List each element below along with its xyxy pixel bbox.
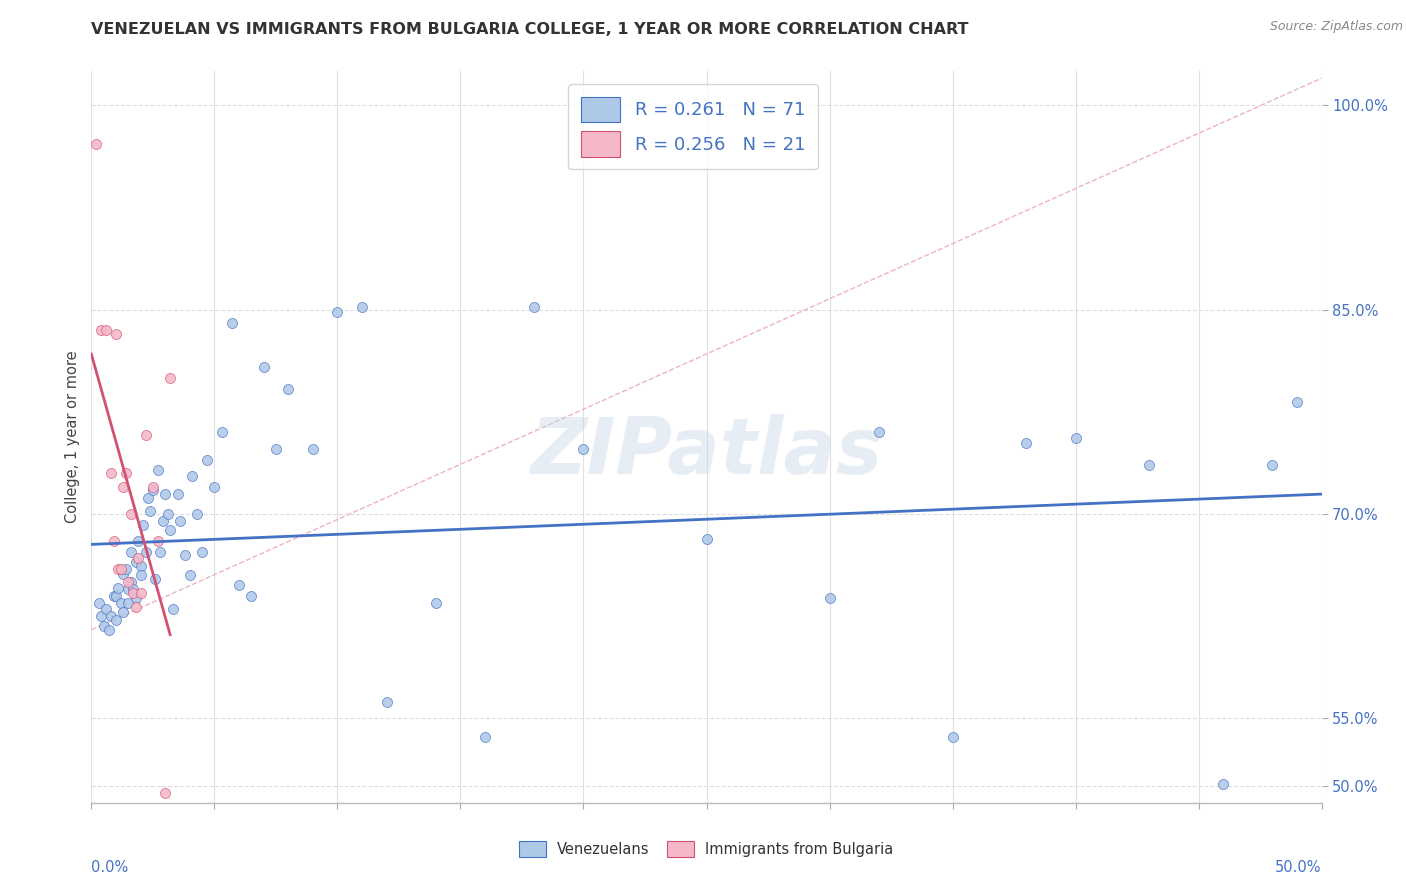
Point xyxy=(326,305,349,319)
Point xyxy=(186,507,208,521)
Point xyxy=(105,589,127,603)
Point xyxy=(90,609,112,624)
Point xyxy=(142,480,165,494)
Point xyxy=(153,786,177,800)
Point xyxy=(145,573,166,587)
Point xyxy=(146,534,169,549)
Point xyxy=(159,371,181,385)
Point xyxy=(110,561,132,575)
Point xyxy=(86,136,108,151)
Point xyxy=(96,323,117,337)
Point xyxy=(221,316,243,330)
Point xyxy=(90,323,112,337)
Point xyxy=(1015,436,1038,450)
Point xyxy=(110,596,132,610)
Point xyxy=(112,480,135,494)
Text: 50.0%: 50.0% xyxy=(1275,860,1322,875)
Point xyxy=(103,534,125,549)
Point xyxy=(1064,431,1087,445)
Text: 0.0%: 0.0% xyxy=(91,860,128,875)
Point xyxy=(166,486,188,500)
Point xyxy=(93,618,115,632)
Text: VENEZUELAN VS IMMIGRANTS FROM BULGARIA COLLEGE, 1 YEAR OR MORE CORRELATION CHART: VENEZUELAN VS IMMIGRANTS FROM BULGARIA C… xyxy=(91,22,969,37)
Point xyxy=(301,442,323,456)
Text: ZIPatlas: ZIPatlas xyxy=(530,414,883,490)
Point xyxy=(107,561,129,575)
Point xyxy=(124,555,146,569)
Point xyxy=(117,582,139,596)
Point xyxy=(139,504,162,518)
Point xyxy=(135,428,156,442)
Legend: Venezuelans, Immigrants from Bulgaria: Venezuelans, Immigrants from Bulgaria xyxy=(513,835,900,863)
Point xyxy=(191,545,214,559)
Point xyxy=(97,623,120,637)
Point xyxy=(425,596,447,610)
Point xyxy=(572,442,595,456)
Point xyxy=(136,491,159,505)
Point xyxy=(277,382,299,396)
Point xyxy=(127,534,149,549)
Point xyxy=(120,507,142,521)
Point xyxy=(695,532,717,546)
Point xyxy=(474,731,496,745)
Point xyxy=(142,483,165,497)
Point xyxy=(120,575,142,590)
Point xyxy=(87,596,110,610)
Point xyxy=(202,480,225,494)
Point xyxy=(146,463,169,477)
Point xyxy=(112,566,135,581)
Point xyxy=(868,425,890,440)
Point xyxy=(105,327,127,342)
Point xyxy=(179,568,201,582)
Point xyxy=(100,466,122,480)
Point xyxy=(127,550,149,565)
Point xyxy=(122,586,145,600)
Point xyxy=(129,586,152,600)
Point xyxy=(228,578,250,592)
Point xyxy=(120,545,142,559)
Point xyxy=(253,359,276,374)
Point xyxy=(124,591,146,606)
Point xyxy=(264,442,287,456)
Point xyxy=(129,568,152,582)
Point xyxy=(152,514,174,528)
Point xyxy=(240,589,263,603)
Point xyxy=(124,599,146,614)
Point xyxy=(100,609,122,624)
Point xyxy=(523,300,546,314)
Point xyxy=(1139,458,1161,472)
Point xyxy=(153,486,177,500)
Point xyxy=(149,545,172,559)
Point xyxy=(103,589,125,603)
Point xyxy=(941,731,963,745)
Point xyxy=(181,469,204,483)
Point xyxy=(156,507,179,521)
Point xyxy=(135,545,156,559)
Point xyxy=(117,575,139,590)
Point xyxy=(122,582,145,596)
Point xyxy=(162,602,184,616)
Point xyxy=(117,596,139,610)
Point xyxy=(352,300,374,314)
Point xyxy=(1285,395,1308,409)
Point xyxy=(132,517,155,532)
Point xyxy=(96,602,117,616)
Point xyxy=(114,466,138,480)
Text: Source: ZipAtlas.com: Source: ZipAtlas.com xyxy=(1270,20,1403,33)
Point xyxy=(174,548,197,562)
Point xyxy=(114,561,138,575)
Point xyxy=(1212,777,1234,791)
Point xyxy=(375,695,398,709)
Point xyxy=(211,425,233,440)
Y-axis label: College, 1 year or more: College, 1 year or more xyxy=(65,351,80,524)
Point xyxy=(195,452,218,467)
Point xyxy=(818,591,841,606)
Point xyxy=(129,558,152,573)
Point xyxy=(107,581,129,595)
Point xyxy=(105,613,127,627)
Point xyxy=(159,524,181,538)
Point xyxy=(112,605,135,619)
Point xyxy=(1261,458,1284,472)
Point xyxy=(169,514,191,528)
